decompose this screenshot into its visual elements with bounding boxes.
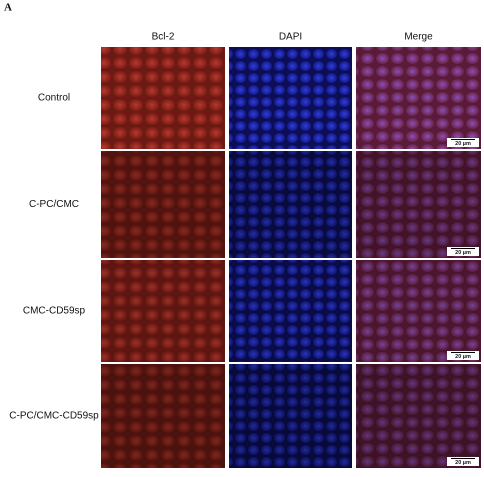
micrograph-shade (229, 364, 352, 468)
micrograph-shade (101, 260, 225, 362)
row-label: CMC-CD59sp (23, 306, 86, 317)
micrograph (356, 364, 481, 468)
micrograph (229, 260, 352, 362)
scale-bar-box (447, 247, 479, 256)
scale-bar-label: 20 µm (455, 141, 471, 147)
micrograph (229, 151, 352, 258)
column-header: Bcl-2 (152, 32, 175, 43)
micrograph-shade (229, 260, 352, 362)
micrograph (101, 47, 225, 149)
micrograph (101, 364, 225, 468)
micrograph (229, 47, 352, 149)
micrograph (356, 260, 481, 362)
scale-bar-label: 20 µm (455, 460, 471, 466)
row-label: Control (38, 93, 70, 104)
panel-label: A (4, 2, 12, 14)
micrograph-shade (356, 151, 481, 258)
scale-bar-box (447, 138, 479, 147)
scale-bar-box (447, 457, 479, 466)
scale-bar-box (447, 351, 479, 360)
column-header: DAPI (279, 32, 302, 43)
scale-bar-label: 20 µm (455, 354, 471, 360)
micrograph-shade (356, 260, 481, 362)
column-header: Merge (404, 32, 433, 43)
micrograph (356, 47, 481, 149)
micrograph-shade (101, 364, 225, 468)
row-label: C-PC/CMC-CD59sp (9, 411, 99, 422)
micrograph (229, 364, 352, 468)
row-label: C-PC/CMC (29, 199, 79, 210)
micrograph-shade (101, 151, 225, 258)
micrograph (101, 151, 225, 258)
micrograph (356, 151, 481, 258)
micrograph-shade (356, 364, 481, 468)
micrograph (101, 260, 225, 362)
scale-bar-label: 20 µm (455, 250, 471, 256)
micrograph-shade (229, 151, 352, 258)
